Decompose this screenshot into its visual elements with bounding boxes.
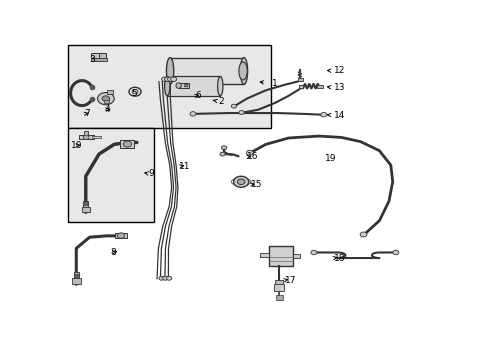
Text: 10: 10	[70, 141, 82, 150]
Bar	[83, 204, 88, 205]
Text: 13: 13	[333, 83, 345, 92]
Circle shape	[166, 276, 171, 280]
Text: 4: 4	[104, 105, 110, 114]
Bar	[91, 53, 99, 59]
Circle shape	[164, 77, 170, 81]
Bar	[167, 76, 220, 96]
Text: 6: 6	[195, 91, 201, 100]
Bar	[74, 276, 79, 278]
Bar	[170, 58, 244, 84]
Bar	[79, 135, 94, 139]
Text: 5: 5	[131, 89, 137, 98]
Ellipse shape	[238, 62, 247, 80]
Circle shape	[167, 77, 173, 81]
Text: 17: 17	[284, 276, 296, 285]
Circle shape	[246, 150, 253, 155]
Circle shape	[310, 250, 316, 255]
Bar	[68, 128, 154, 222]
Circle shape	[97, 93, 114, 105]
Bar	[317, 85, 322, 87]
Circle shape	[233, 176, 248, 187]
Bar	[120, 140, 134, 148]
Text: 11: 11	[178, 162, 190, 171]
Text: 8: 8	[110, 248, 116, 257]
Ellipse shape	[176, 83, 181, 89]
Bar	[72, 278, 81, 284]
Circle shape	[359, 232, 366, 237]
Bar	[178, 83, 189, 88]
Circle shape	[238, 111, 244, 114]
Circle shape	[320, 112, 326, 117]
Circle shape	[159, 276, 164, 280]
Circle shape	[161, 77, 167, 81]
Circle shape	[221, 146, 226, 150]
Bar	[299, 85, 302, 87]
Circle shape	[189, 112, 196, 116]
Ellipse shape	[166, 58, 173, 84]
Bar	[83, 202, 88, 203]
Bar	[292, 254, 299, 258]
Bar	[297, 78, 302, 81]
Bar	[103, 100, 109, 103]
Ellipse shape	[217, 76, 223, 96]
Circle shape	[102, 96, 109, 102]
Bar	[259, 253, 268, 257]
Text: 2: 2	[218, 97, 224, 106]
Text: 18: 18	[333, 253, 345, 262]
Bar	[115, 233, 127, 238]
Bar	[84, 131, 88, 136]
Circle shape	[220, 152, 225, 156]
Circle shape	[231, 104, 236, 108]
Text: 1: 1	[271, 79, 277, 88]
Circle shape	[132, 90, 138, 94]
Bar	[106, 90, 113, 94]
Ellipse shape	[240, 58, 247, 84]
Text: 12: 12	[333, 66, 345, 75]
Bar	[68, 45, 271, 128]
Bar	[82, 207, 89, 212]
Circle shape	[123, 141, 131, 147]
Text: 19: 19	[324, 154, 335, 163]
Bar	[74, 271, 79, 279]
Text: 15: 15	[250, 180, 262, 189]
Ellipse shape	[164, 76, 169, 96]
Circle shape	[83, 135, 89, 140]
Text: 3: 3	[89, 55, 95, 64]
Bar	[74, 274, 79, 275]
Text: 14: 14	[333, 111, 345, 120]
Circle shape	[392, 250, 398, 255]
Text: 7: 7	[84, 109, 89, 118]
Text: 9: 9	[148, 169, 154, 178]
Circle shape	[170, 77, 176, 81]
Circle shape	[237, 179, 244, 185]
Circle shape	[117, 233, 124, 238]
Bar	[90, 58, 107, 61]
Circle shape	[184, 84, 188, 87]
Bar	[275, 296, 283, 300]
Bar	[99, 53, 105, 59]
Bar	[268, 246, 293, 266]
Text: 16: 16	[246, 152, 258, 161]
Bar	[83, 201, 88, 208]
Bar	[273, 284, 284, 291]
Bar	[92, 135, 101, 138]
Circle shape	[163, 276, 168, 280]
Bar	[275, 280, 282, 286]
